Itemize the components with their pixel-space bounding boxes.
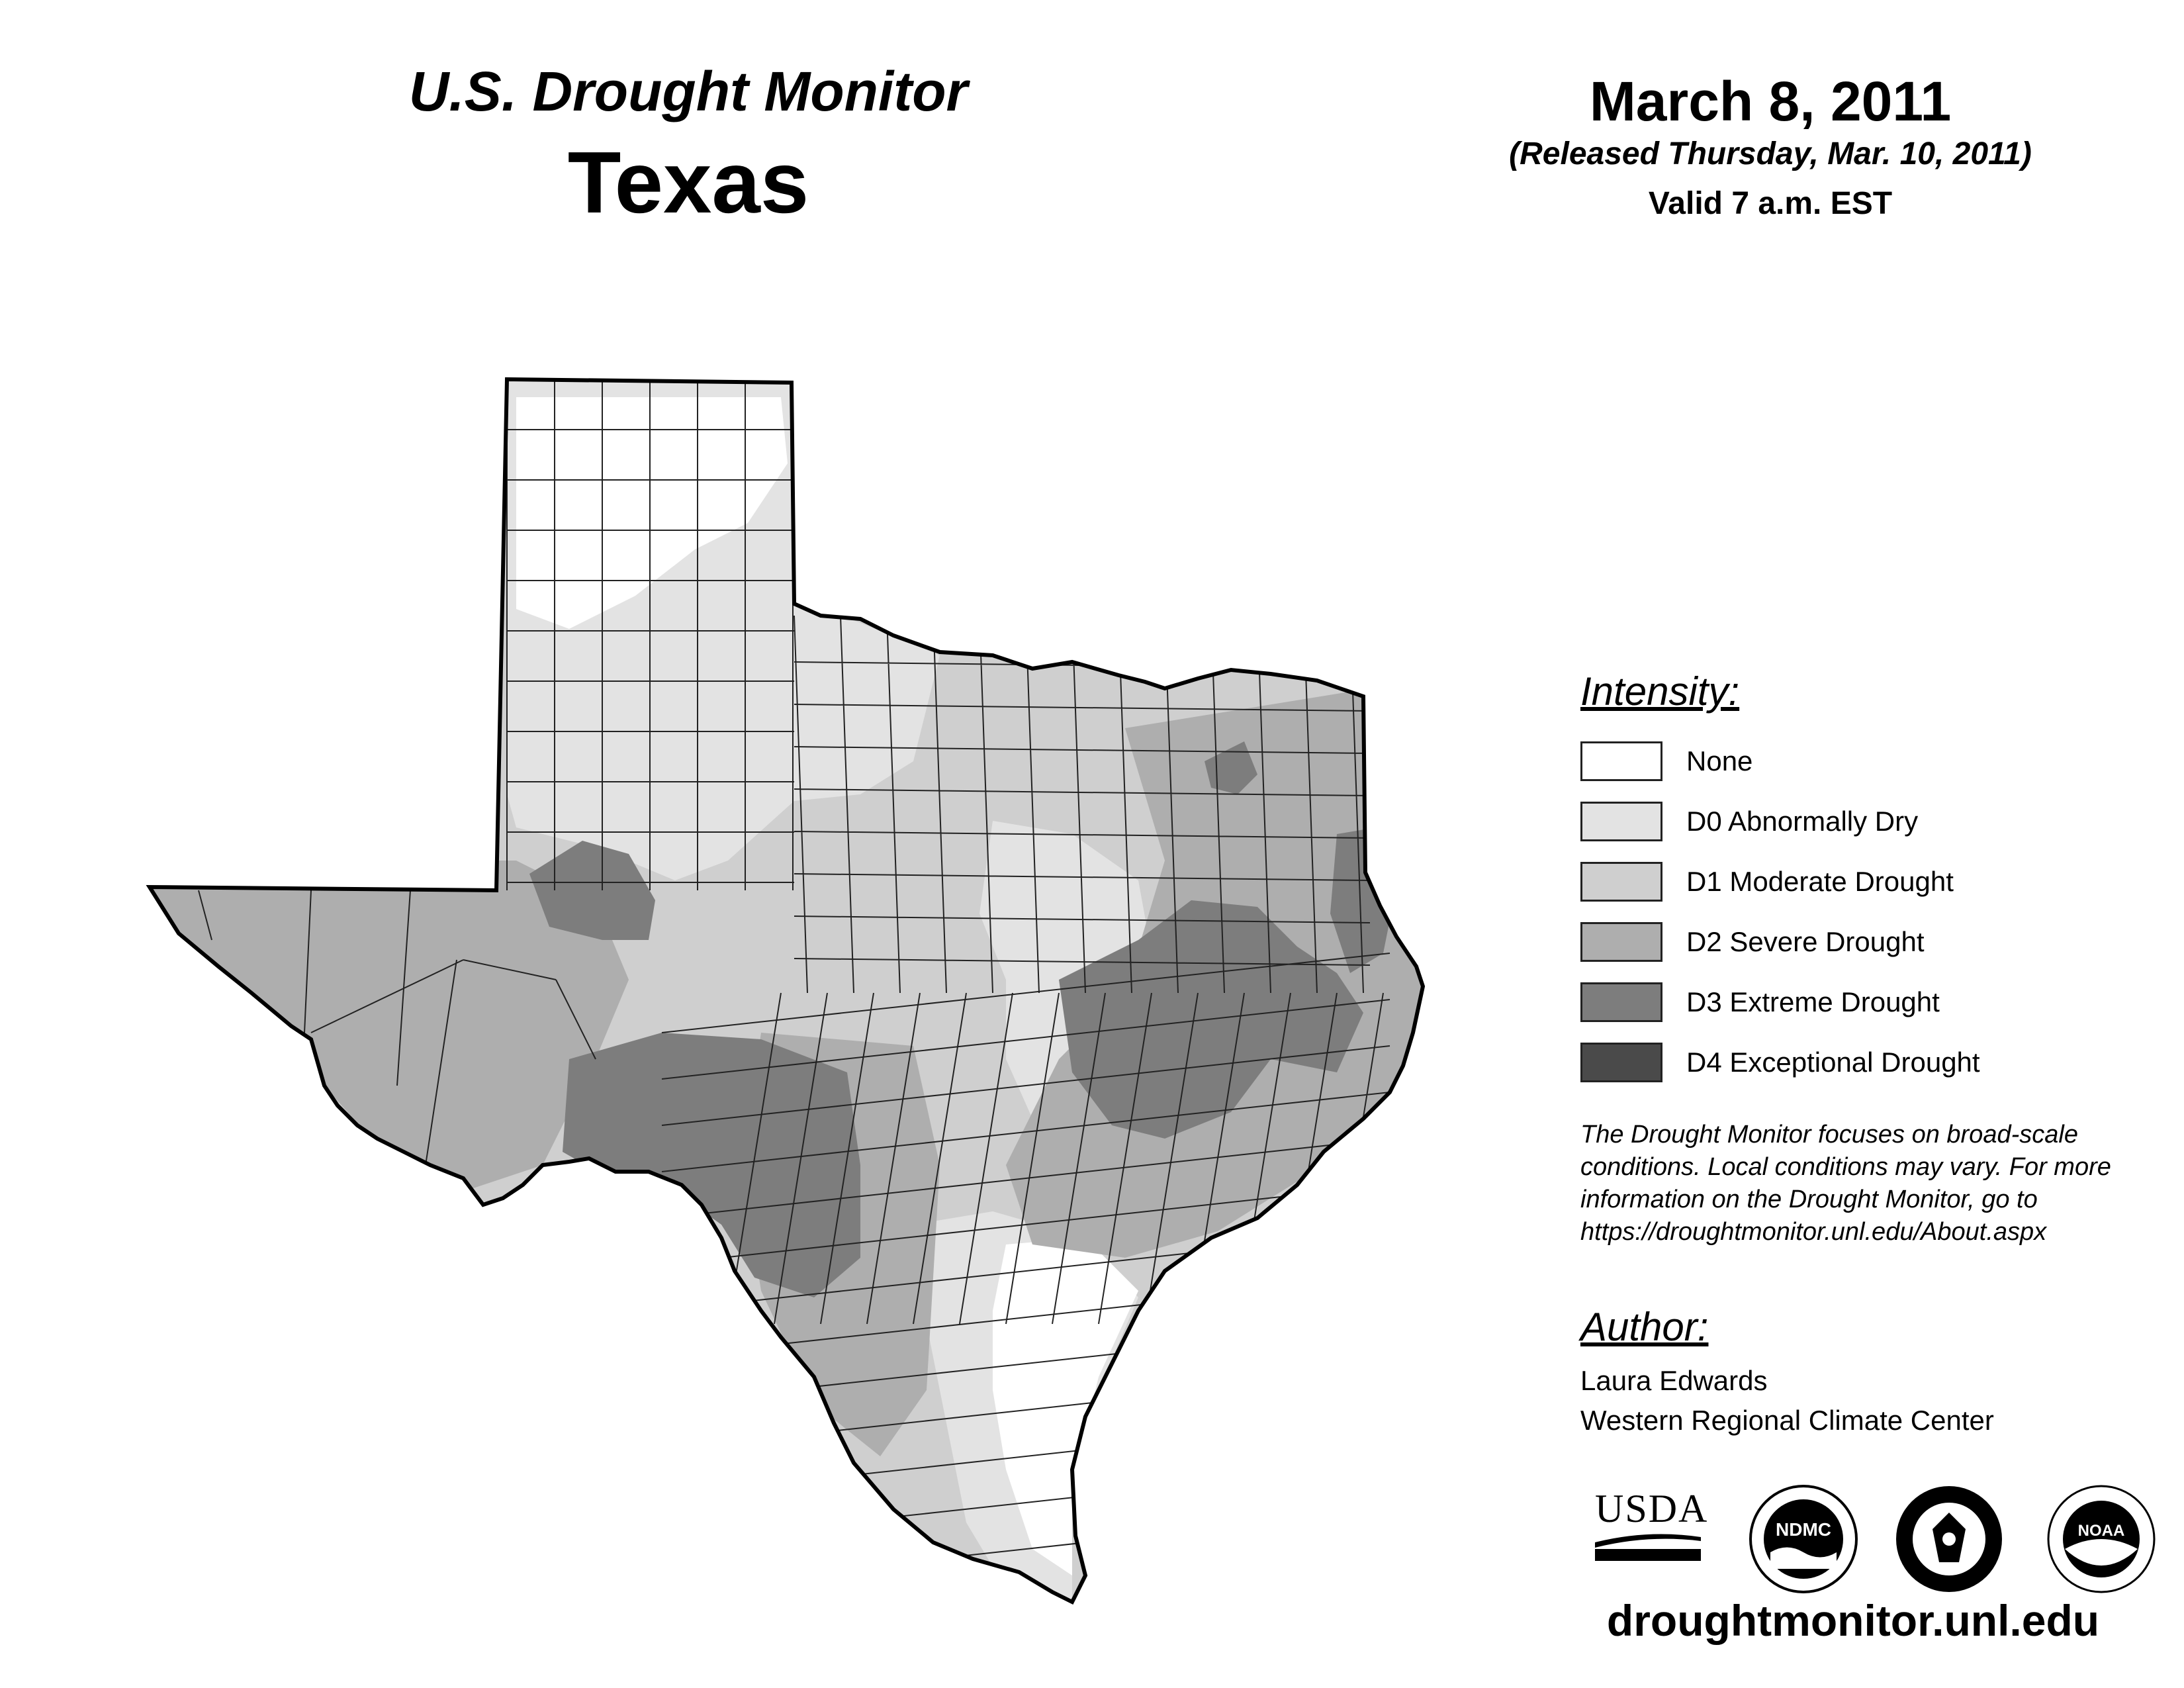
note-line: conditions. Local conditions may vary. F… [1580, 1153, 2111, 1181]
note-url[interactable]: https://droughtmonitor.unl.edu/About.asp… [1580, 1218, 2047, 1246]
website-link[interactable]: droughtmonitor.unl.edu [1606, 1596, 2100, 1645]
none-north-panhandle-area [516, 397, 788, 629]
valid-time: Valid 7 a.m. EST [1648, 186, 1893, 221]
d3-northeast-area [1205, 741, 1257, 794]
noaa-seal-icon: NOAA [2047, 1485, 2156, 1593]
note-line: information on the Drought Monitor, go t… [1580, 1186, 2038, 1213]
legend-label: D0 Abnormally Dry [1686, 806, 1919, 837]
legend-item: D0 Abnormally Dry [1580, 800, 1918, 843]
ndmc-seal-icon: NDMC [1749, 1485, 1858, 1593]
d2-west-area [150, 861, 629, 1192]
d3-southwest-area [563, 1033, 860, 1297]
d3-north-central-area [529, 841, 655, 940]
usda-logo: USDA [1595, 1487, 1709, 1530]
usda-logo-mark [1595, 1534, 1701, 1561]
disclaimer-note: The Drought Monitor focuses on broad-sca… [1580, 1119, 2163, 1248]
author-heading: Author: [1580, 1305, 1709, 1349]
county-boundaries [198, 379, 1390, 1589]
map-date: March 8, 2011 [1589, 70, 1952, 132]
none-south-coast-area [993, 1238, 1138, 1575]
legend-item: None [1580, 740, 1752, 782]
doc-seal-icon [1896, 1486, 2002, 1592]
legend-label: D2 Severe Drought [1686, 926, 1925, 957]
note-line: The Drought Monitor focuses on broad-sca… [1580, 1121, 2078, 1149]
legend-swatch [1580, 741, 1662, 781]
legend-swatch [1580, 922, 1662, 962]
legend-label: D3 Extreme Drought [1686, 986, 1940, 1017]
state-title: Texas [567, 134, 809, 231]
legend-swatch [1580, 802, 1662, 841]
author-name: Laura Edwards [1580, 1365, 1768, 1396]
legend-label: None [1686, 745, 1753, 776]
legend-swatch [1580, 1043, 1662, 1082]
legend-item: D4 Exceptional Drought [1580, 1041, 1980, 1084]
legend-label: D1 Moderate Drought [1686, 866, 1954, 897]
author-org: Western Regional Climate Center [1580, 1405, 1994, 1436]
legend-swatch [1580, 862, 1662, 902]
noaa-logo-text: NOAA [2078, 1522, 2125, 1540]
legend-label: D4 Exceptional Drought [1686, 1047, 1980, 1078]
legend-item: D1 Moderate Drought [1580, 861, 1954, 903]
legend-item: D2 Severe Drought [1580, 921, 1925, 963]
product-title: U.S. Drought Monitor [408, 60, 968, 122]
legend-item: D3 Extreme Drought [1580, 981, 1940, 1023]
legend-heading: Intensity: [1580, 669, 1740, 714]
ndmc-logo-text: NDMC [1776, 1519, 1831, 1540]
release-date: (Released Thursday, Mar. 10, 2011) [1509, 136, 2032, 171]
legend-swatch [1580, 982, 1662, 1022]
